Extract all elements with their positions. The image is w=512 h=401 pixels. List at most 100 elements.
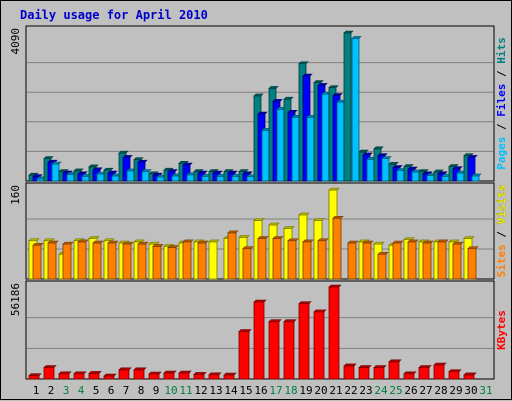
x-tick-label-27: 27 bbox=[419, 384, 432, 397]
bar-pages-23 bbox=[366, 158, 375, 182]
bar-top-files-27 bbox=[422, 171, 433, 175]
bar-kbytes-18 bbox=[283, 321, 295, 380]
series-label-bottom: KBytes bbox=[495, 310, 508, 350]
bar-top-hits-16 bbox=[253, 93, 264, 97]
bar-top-sites-21 bbox=[332, 215, 344, 219]
bar-pages-13 bbox=[216, 175, 225, 182]
bar-top-files-21 bbox=[332, 93, 343, 96]
bar-top-files-2 bbox=[47, 159, 58, 163]
bar-pages-22 bbox=[351, 38, 360, 182]
x-tick-label-24: 24 bbox=[374, 384, 388, 397]
bar-top-kbytes-15 bbox=[238, 329, 252, 332]
bar-top-sites-3 bbox=[62, 241, 74, 245]
bar-kbytes-2 bbox=[43, 367, 55, 380]
bar-top-files-11 bbox=[182, 162, 193, 166]
x-tick-label-4: 4 bbox=[78, 384, 85, 397]
bar-top-hits-15 bbox=[238, 169, 249, 172]
bar-top-kbytes-12 bbox=[193, 372, 207, 375]
bar-top-sites-20 bbox=[317, 238, 329, 242]
bar-top-kbytes-29 bbox=[448, 369, 462, 372]
bar-pages-21 bbox=[336, 101, 345, 182]
bar-pages-16 bbox=[261, 129, 270, 182]
bar-pages-28 bbox=[441, 175, 450, 182]
bar-kbytes-1 bbox=[28, 375, 40, 380]
bar-top-kbytes-18 bbox=[283, 319, 297, 322]
bar-top-kbytes-17 bbox=[268, 319, 282, 322]
bar-top-sites-17 bbox=[272, 236, 284, 239]
bar-top-visits-17 bbox=[268, 222, 280, 226]
bar-top-files-13 bbox=[212, 170, 223, 174]
bar-sites-10 bbox=[167, 247, 177, 280]
bar-sites-18 bbox=[287, 240, 297, 280]
bar-pages-26 bbox=[411, 171, 420, 182]
bar-top-kbytes-4 bbox=[73, 371, 87, 375]
bar-kbytes-21 bbox=[328, 286, 340, 380]
x-tick-label-6: 6 bbox=[108, 384, 115, 397]
bar-hits-22 bbox=[343, 32, 352, 182]
bar-top-sites-1 bbox=[32, 242, 44, 246]
bar-kbytes-8 bbox=[133, 369, 145, 380]
series-label-middle: Sites / Visits bbox=[495, 185, 508, 278]
chart-title: Daily usage for April 2010 bbox=[20, 8, 208, 22]
bar-pages-15 bbox=[246, 176, 255, 182]
bar-pages-3 bbox=[66, 174, 75, 182]
bar-pages-29 bbox=[456, 172, 465, 182]
bar-top-pages-2 bbox=[51, 161, 62, 165]
bar-pages-25 bbox=[396, 170, 405, 182]
x-tick-label-7: 7 bbox=[123, 384, 130, 397]
x-tick-label-21: 21 bbox=[329, 384, 342, 397]
bar-top-sites-16 bbox=[257, 236, 269, 239]
bar-top-sites-6 bbox=[107, 240, 119, 244]
bar-top-files-23 bbox=[362, 152, 373, 156]
x-tick-label-16: 16 bbox=[254, 384, 267, 397]
series-label-part: Hits bbox=[495, 37, 508, 64]
bar-top-kbytes-20 bbox=[313, 309, 327, 313]
bar-top-hits-20 bbox=[313, 80, 324, 83]
bar-sites-16 bbox=[257, 238, 267, 280]
bar-top-hits-21 bbox=[328, 85, 339, 88]
x-tick-label-11: 11 bbox=[179, 384, 192, 397]
bar-kbytes-4 bbox=[73, 373, 85, 380]
bar-visits-13 bbox=[208, 241, 218, 280]
bar-kbytes-28 bbox=[433, 364, 445, 380]
x-tick-label-8: 8 bbox=[138, 384, 145, 397]
bar-top-visits-13 bbox=[208, 239, 220, 243]
bar-sites-14 bbox=[227, 232, 237, 280]
bar-sites-5 bbox=[92, 242, 102, 280]
bar-top-kbytes-9 bbox=[148, 371, 162, 375]
bar-top-kbytes-27 bbox=[418, 365, 432, 368]
bar-top-files-26 bbox=[407, 166, 418, 170]
bar-kbytes-11 bbox=[178, 372, 190, 380]
bar-top-sites-4 bbox=[77, 239, 89, 243]
series-label-part: / bbox=[495, 224, 508, 244]
bar-pages-6 bbox=[111, 175, 120, 182]
bar-top-kbytes-14 bbox=[223, 372, 237, 376]
bar-sites-22 bbox=[347, 242, 357, 280]
bar-top-visits-15 bbox=[238, 235, 250, 238]
bar-top-kbytes-26 bbox=[403, 371, 417, 375]
x-tick-label-1: 1 bbox=[33, 384, 40, 397]
bar-sites-28 bbox=[437, 241, 447, 280]
bar-top-files-24 bbox=[377, 153, 388, 156]
x-tick-label-12: 12 bbox=[194, 384, 207, 397]
x-tick-label-23: 23 bbox=[359, 384, 372, 397]
bar-sites-2 bbox=[47, 242, 57, 280]
bar-top-kbytes-11 bbox=[178, 370, 192, 374]
bar-sites-9 bbox=[152, 245, 162, 280]
bar-top-sites-25 bbox=[392, 240, 404, 244]
bar-top-kbytes-22 bbox=[343, 363, 357, 367]
bar-top-kbytes-16 bbox=[253, 299, 267, 303]
series-label-part: Files bbox=[495, 84, 508, 117]
bar-sites-25 bbox=[392, 242, 402, 280]
series-label-part: / bbox=[495, 117, 508, 137]
bar-sites-17 bbox=[272, 238, 282, 280]
bar-top-visits-20 bbox=[313, 218, 325, 221]
bar-pages-20 bbox=[321, 93, 330, 182]
bar-top-hits-7 bbox=[118, 150, 129, 154]
x-tick-label-9: 9 bbox=[153, 384, 160, 397]
bar-top-sites-19 bbox=[302, 239, 314, 243]
bar-top-sites-12 bbox=[197, 240, 209, 244]
bar-top-files-30 bbox=[467, 155, 478, 158]
bar-top-sites-28 bbox=[437, 239, 449, 243]
